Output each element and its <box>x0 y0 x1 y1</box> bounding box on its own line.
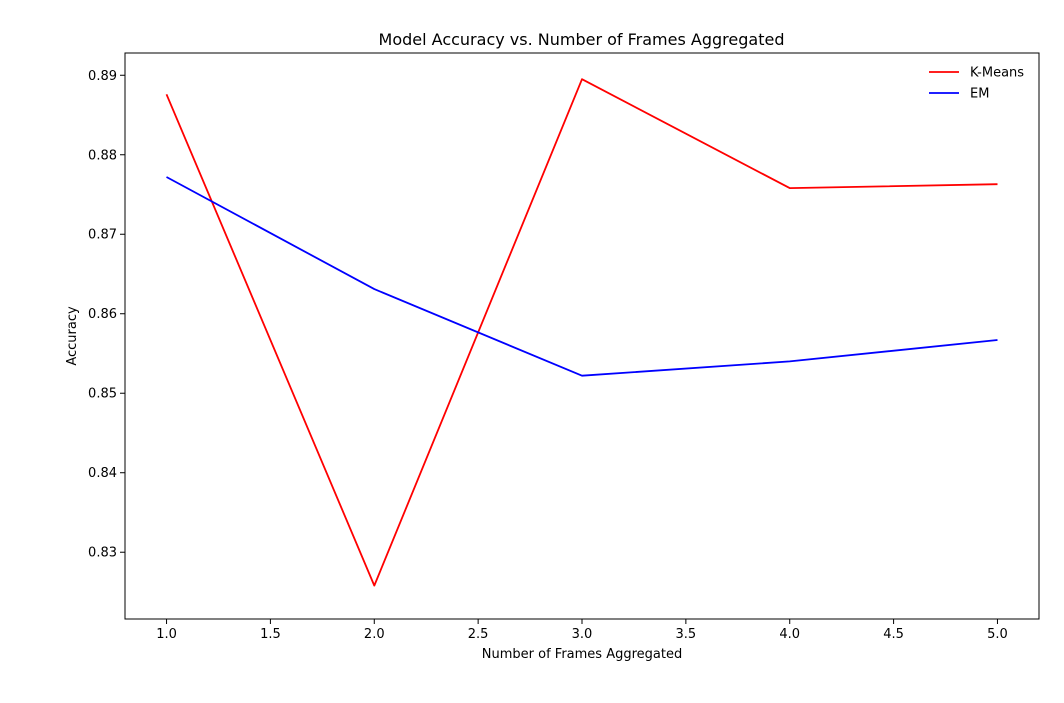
x-tick-label: 1.5 <box>260 627 281 642</box>
y-tick-label: 0.85 <box>88 387 117 402</box>
y-tick-label: 0.84 <box>88 466 117 481</box>
chart-title: Model Accuracy vs. Number of Frames Aggr… <box>379 30 785 49</box>
y-axis: 0.83 0.84 0.85 0.86 0.87 0.88 0.89 <box>88 69 125 561</box>
y-tick-label: 0.87 <box>88 228 117 243</box>
y-tick-label: 0.86 <box>88 307 117 322</box>
x-tick-label: 2.0 <box>364 627 385 642</box>
x-tick-label: 2.5 <box>468 627 489 642</box>
series-line-em <box>166 176 998 377</box>
y-tick-label: 0.89 <box>88 69 117 84</box>
y-tick-label: 0.83 <box>88 546 117 561</box>
legend: K-Means EM <box>929 66 1024 102</box>
x-tick-label: 4.0 <box>779 627 800 642</box>
x-axis: 1.0 1.5 2.0 2.5 3.0 3.5 4.0 4.5 5.0 <box>156 619 1008 642</box>
plot-frame <box>124 52 1040 620</box>
legend-label-k-means: K-Means <box>970 66 1024 81</box>
x-tick-label: 3.0 <box>572 627 593 642</box>
series-line-k-means <box>165 78 998 587</box>
x-tick-label: 3.5 <box>676 627 697 642</box>
y-tick-label: 0.88 <box>88 148 117 163</box>
x-tick-label: 5.0 <box>987 627 1008 642</box>
y-axis-label: Accuracy <box>65 306 80 366</box>
legend-label-em: EM <box>970 87 989 102</box>
x-tick-label: 1.0 <box>156 627 177 642</box>
x-tick-label: 4.5 <box>883 627 904 642</box>
plot-lines <box>165 78 998 587</box>
x-axis-label: Number of Frames Aggregated <box>482 647 682 662</box>
